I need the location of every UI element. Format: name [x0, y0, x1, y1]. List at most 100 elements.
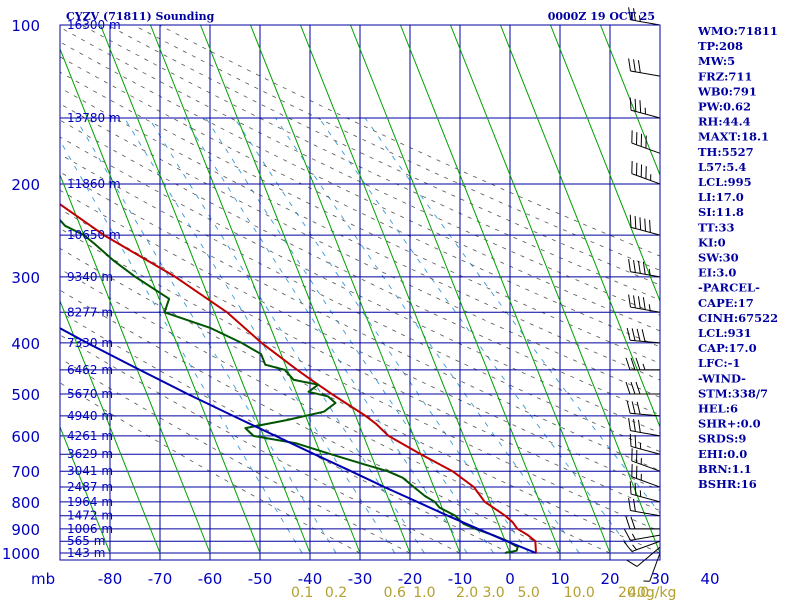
wind-barb-flag [626, 327, 631, 341]
temperature-tick-label: 10 [550, 570, 569, 588]
height-label: 8277 m [67, 305, 113, 319]
mixing-ratio-line [205, 117, 494, 554]
index-value: LCL:931 [698, 326, 752, 340]
height-labels: 16300 m 13780 m 11860 m 10650 m 9340 m 8277 m… [67, 18, 121, 560]
mixing-ratio-label: 2.0 [456, 585, 478, 600]
mixing-ratio-unit-label: 40g/kg [628, 585, 676, 600]
wind-barb-flag [634, 215, 637, 229]
temperature-tick-label: 0 [505, 570, 515, 588]
height-label: 1006 m [67, 522, 113, 536]
wind-barb-flag [633, 259, 636, 273]
mixing-ratio-line [318, 117, 634, 554]
index-value: SI:11.8 [698, 205, 744, 219]
mixing-ratio-label: 10.0 [564, 585, 595, 600]
wind-barb-flag [629, 433, 632, 447]
wind-barb-half-flag [631, 533, 636, 540]
wind-barb-flag [623, 541, 633, 552]
wind-barb-flag [631, 401, 636, 414]
dewpoint-line [60, 218, 519, 554]
valid-time: 0000Z 19 OCT 25 [548, 10, 655, 23]
mixing-ratio-labels: 0.1 0.2 0.6 1.0 2.0 3.0 5.0 10.0 20.0 [291, 585, 649, 600]
height-label: 11860 m [67, 177, 121, 191]
wind-barb-flag [631, 328, 636, 341]
wind-barb-flag [636, 328, 641, 342]
isotherm [500, 25, 660, 429]
temperature-tick-label: 20 [600, 570, 619, 588]
wind-barb-flag [636, 401, 641, 415]
wind-barb-flag [630, 516, 636, 529]
wind-barb-flag [637, 296, 641, 309]
pressure-label: 500 [11, 386, 40, 404]
index-value: TT:33 [698, 220, 735, 234]
mixing-ratio-label: 20.0 [618, 585, 649, 600]
index-value: TP:208 [698, 39, 743, 53]
index-value: CAP:17.0 [698, 341, 757, 355]
wind-barb-flag [629, 214, 632, 228]
height-label: 143 m [67, 546, 105, 560]
wind-barb-flag [637, 419, 641, 433]
wind-barb-flag [628, 294, 631, 308]
wind-barb-flag [639, 217, 642, 230]
mixing-ratio-label: 5.0 [517, 585, 539, 600]
wind-barb-shaft [636, 546, 661, 567]
temperature-tick-label: -50 [248, 570, 273, 588]
pressure-label: 900 [11, 521, 40, 539]
isotherm [100, 25, 311, 554]
temperature-tick-labels: -80 -70 -60 -50 -40 -30 -20 -10 0 10 20 30 40 [98, 570, 720, 588]
pressure-label: 800 [11, 494, 40, 512]
wind-barb-flag [634, 435, 637, 448]
pressure-label: 700 [11, 463, 40, 481]
index-value: LCL:995 [698, 175, 752, 189]
temperature-tick-label: 30 [650, 570, 669, 588]
height-label: 2487 m [67, 480, 113, 494]
index-value: TH:5527 [698, 145, 754, 159]
wind-barb-flag [628, 418, 631, 431]
index-value: PW:0.62 [698, 100, 751, 114]
mixing-ratio-label: 40 [628, 585, 646, 600]
wind-barb-flag [633, 59, 636, 72]
wind-barb-flag [630, 357, 636, 371]
wind-barb-flag [625, 516, 631, 529]
pressure-unit-label: mb [31, 570, 55, 588]
wind-barb-flag [633, 418, 636, 432]
index-value: L57:5.4 [698, 160, 746, 174]
wind-barb-half-flag [638, 15, 641, 22]
wind-barb-flag [633, 8, 636, 21]
wind-barb-flag [644, 218, 647, 232]
index-value: KI:0 [698, 235, 726, 249]
temperature-line [60, 203, 537, 554]
height-label: 4940 m [67, 409, 113, 423]
mixing-ratio-label: 0.2 [325, 585, 347, 600]
mixing-ratio-line [60, 139, 303, 554]
mixing-ratio-label: 0.1 [291, 585, 313, 600]
isotherm [150, 25, 361, 554]
index-value: CAPE:17 [698, 296, 754, 310]
wind-barb-flag [639, 100, 642, 113]
wind-barb-flag [626, 400, 631, 414]
wind-barb-flag [625, 559, 638, 567]
wind-barb-flag [633, 498, 636, 512]
index-value: EHI:0.0 [698, 447, 747, 461]
plot-area [60, 25, 660, 560]
wind-barb-flag [628, 497, 631, 511]
height-label: 1472 m [67, 509, 113, 523]
temperature-tick-label: -10 [448, 570, 473, 588]
wind-barb-flag [641, 329, 646, 342]
isotherm [600, 25, 660, 177]
index-value: LFC:-1 [698, 356, 740, 370]
index-value: RH:44.4 [698, 115, 751, 129]
parcel-line [60, 327, 537, 554]
mixing-ratio-line [364, 117, 660, 514]
isotherm [450, 25, 660, 554]
wind-barb-flag [628, 58, 631, 72]
wind-barb-flag [628, 259, 631, 272]
wind-barb-flag [635, 381, 641, 395]
wind-barb-half-flag [642, 363, 646, 371]
plot-border [59, 24, 661, 561]
height-label: 1964 m [67, 495, 113, 509]
index-value: FRZ:711 [698, 69, 752, 83]
wind-barb-half-flag [648, 304, 651, 311]
wind-barb-flag [642, 261, 646, 275]
